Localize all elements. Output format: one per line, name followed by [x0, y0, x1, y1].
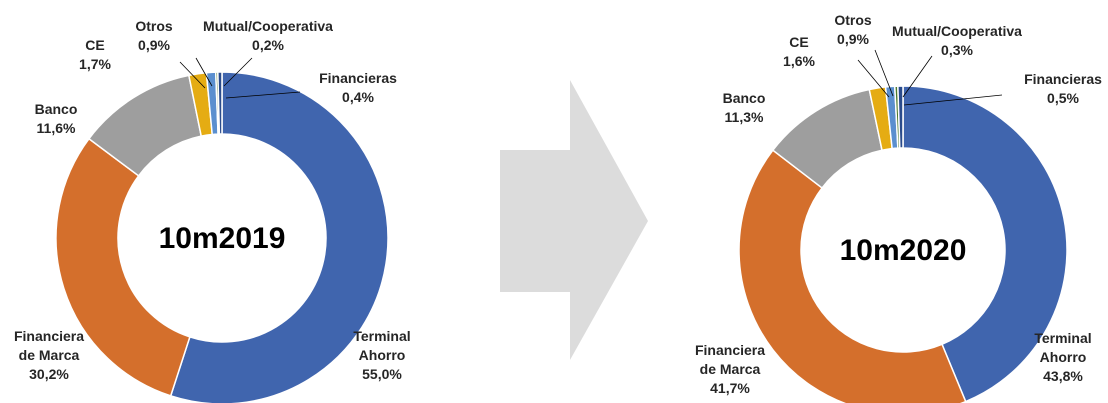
- data-label-mutual-cooperativa: Mutual/Cooperativa 0,3%: [892, 23, 1022, 58]
- leader-line-financieras: [225, 91, 301, 99]
- leader-line-otros: [874, 49, 894, 97]
- slice-financieras: [217, 71, 223, 135]
- data-label-financiera-de-marca: Financiera de Marca 41,7%: [695, 342, 765, 396]
- transition-arrow: [500, 80, 648, 360]
- data-label-ce: CE 1,6%: [783, 34, 815, 69]
- data-label-terminal-ahorro: Terminal Ahorro 43,8%: [1034, 330, 1091, 384]
- slice-terminal-ahorro: [169, 71, 389, 403]
- leader-line-mutual-cooperativa: [902, 55, 933, 98]
- leader-line-ce: [179, 61, 206, 89]
- data-label-banco: Banco 11,3%: [723, 90, 766, 125]
- slice-financiera-de-marca: [738, 149, 967, 403]
- leader-line-financieras: [903, 94, 1003, 106]
- donut-chart-10m2020: 10m2020 Terminal Ahorro 43,8% Financiera de M…: [695, 12, 1102, 403]
- data-label-financieras: Financieras 0,5%: [1024, 71, 1102, 106]
- donut-chart-10m2019: 10m2019 Terminal Ahorro 55,0% Financiera de M…: [14, 18, 411, 403]
- donut-center-title: 10m2019: [159, 222, 286, 255]
- leader-line-mutual-cooperativa: [223, 57, 253, 87]
- data-label-otros: Otros 0,9%: [135, 18, 173, 53]
- leader-line-ce: [857, 59, 890, 98]
- data-label-terminal-ahorro: Terminal Ahorro 55,0%: [353, 328, 410, 382]
- slice-financiera-de-marca: [55, 137, 191, 397]
- slice-financieras: [897, 85, 904, 149]
- slice-terminal-ahorro: [902, 85, 1068, 403]
- donut-center-title: 10m2020: [840, 234, 967, 267]
- data-label-financieras: Financieras 0,4%: [319, 70, 397, 105]
- leader-line-otros: [195, 57, 213, 87]
- data-label-ce: CE 1,7%: [79, 37, 111, 72]
- data-label-otros: Otros 0,9%: [834, 12, 872, 47]
- data-label-banco: Banco 11,6%: [35, 101, 78, 136]
- data-label-financiera-de-marca: Financiera de Marca 30,2%: [14, 328, 84, 382]
- data-label-mutual-cooperativa: Mutual/Cooperativa 0,2%: [203, 18, 333, 53]
